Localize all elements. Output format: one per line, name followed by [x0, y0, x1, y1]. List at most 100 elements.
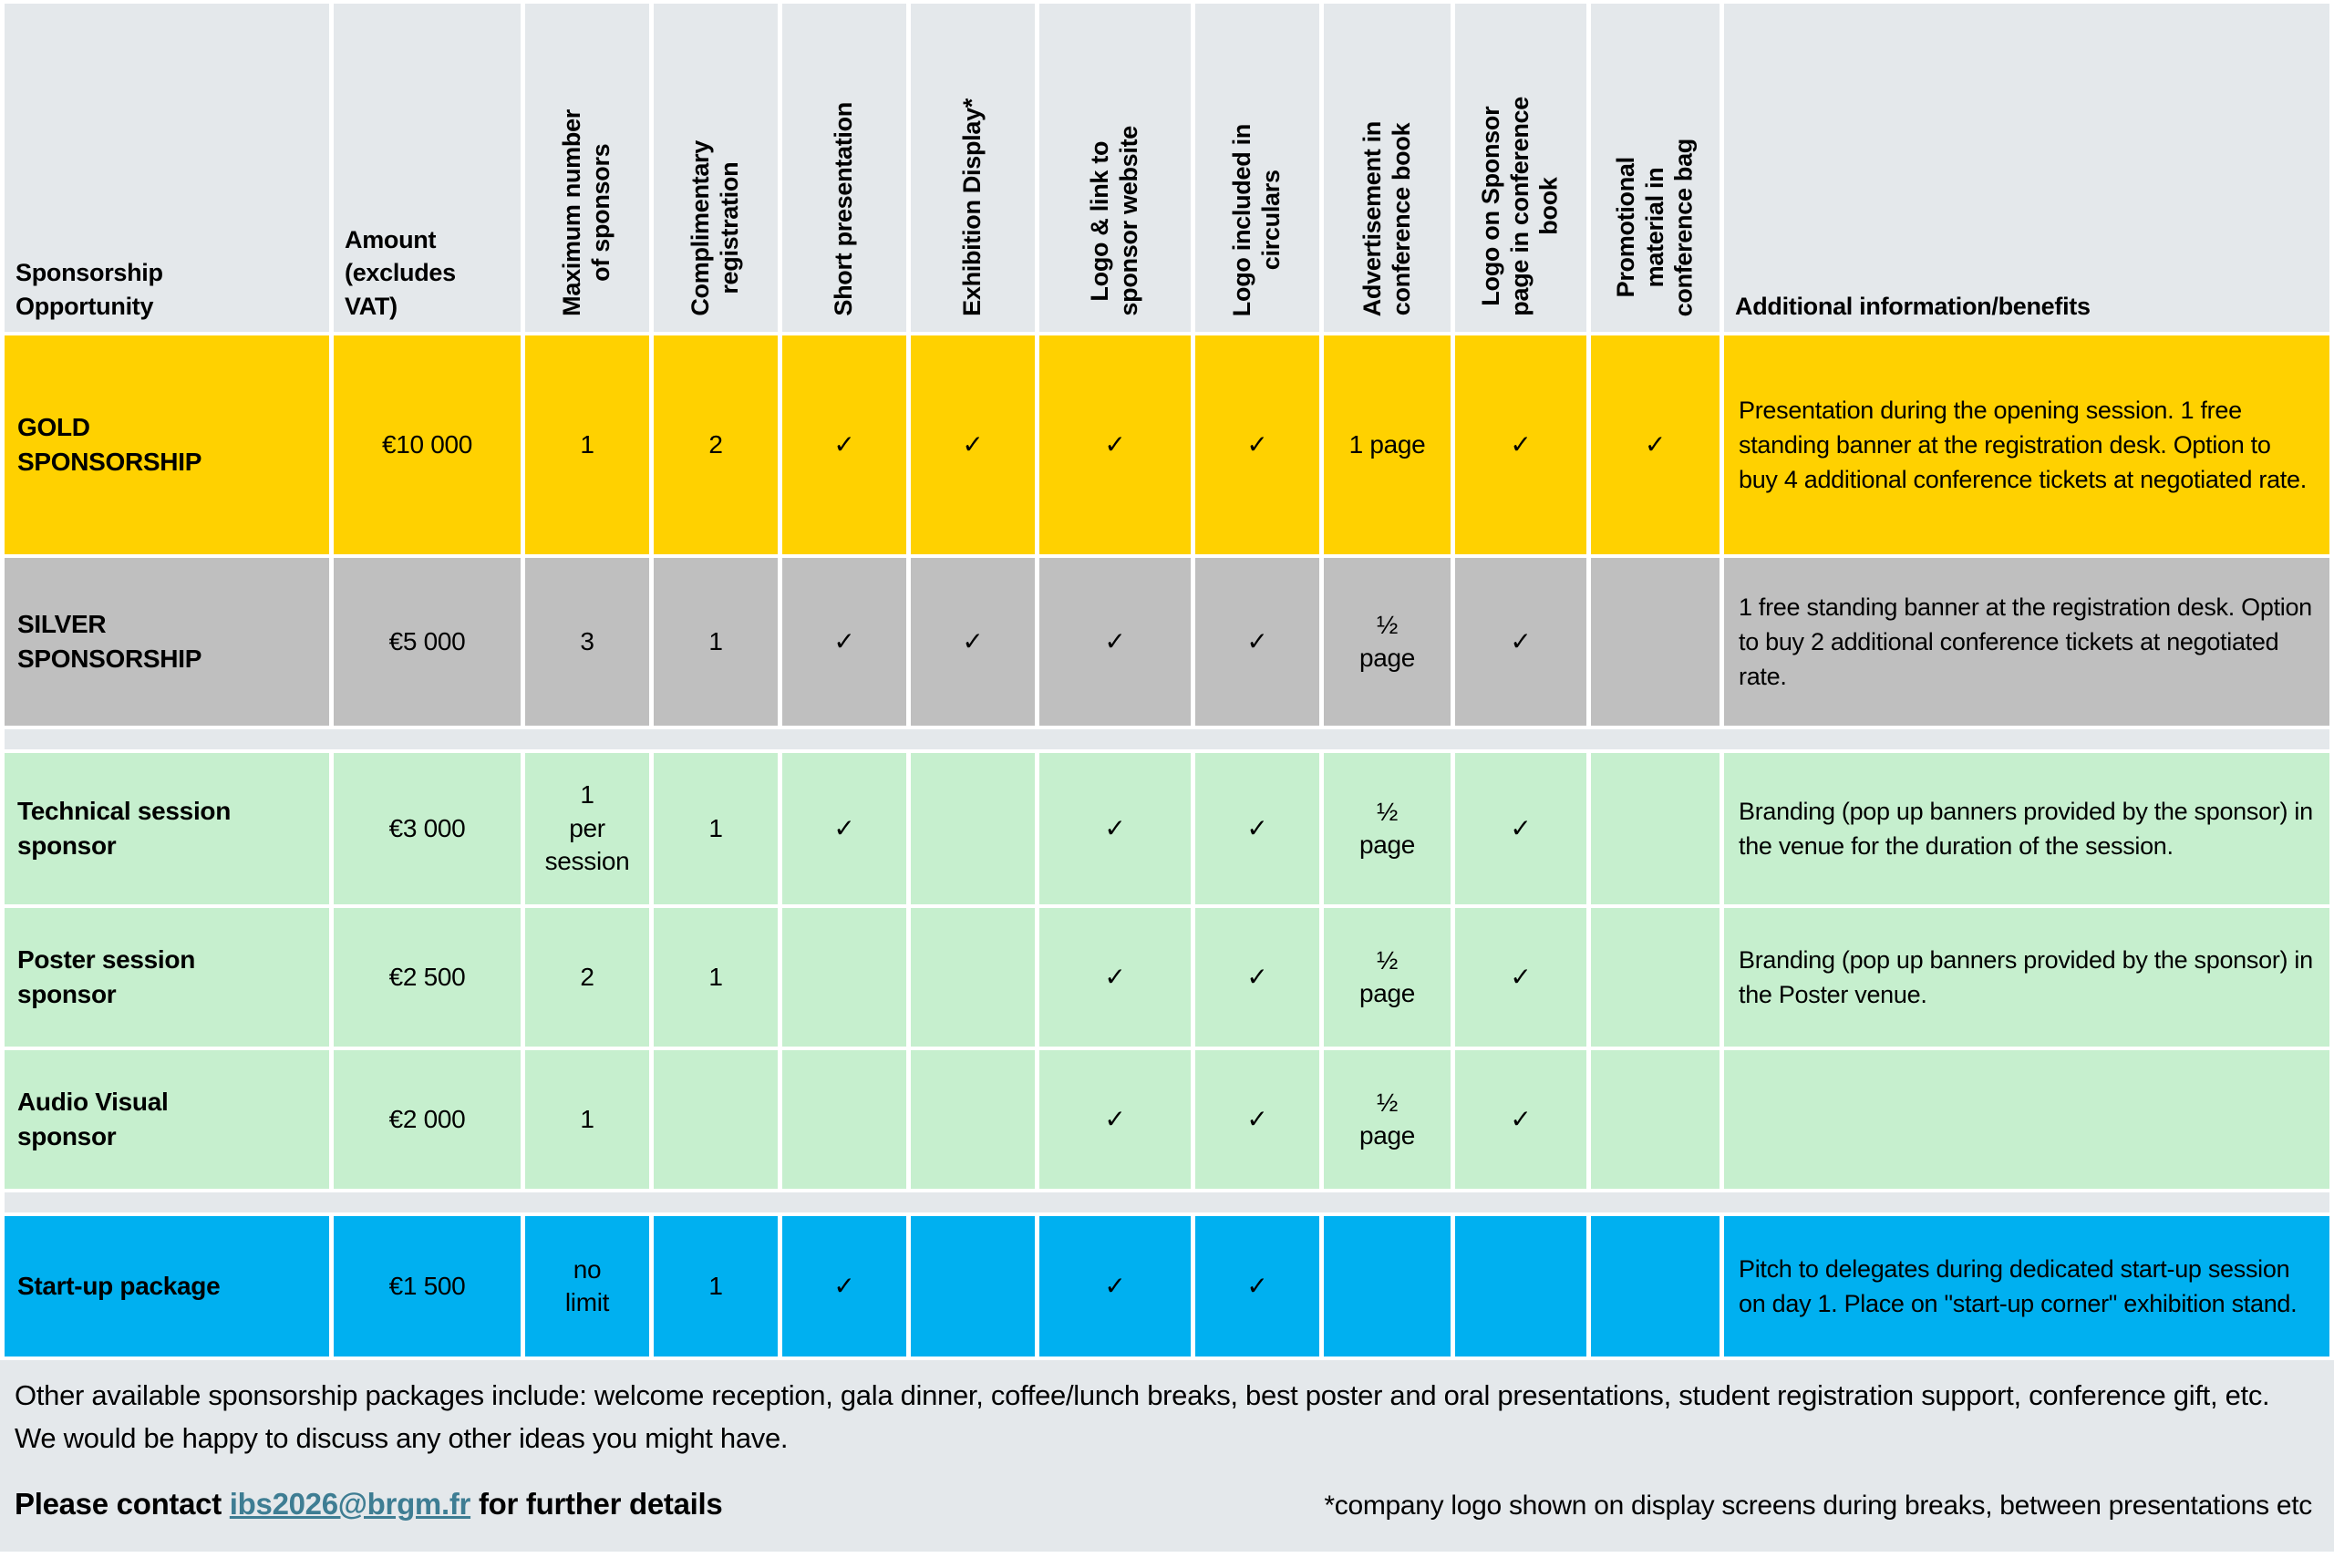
- cell-advertisement: ½ page: [1324, 558, 1451, 726]
- cell-advertisement: ½ page: [1324, 753, 1451, 904]
- contact-line: Please contact ibs2026@brgm.fr for furth…: [15, 1487, 723, 1522]
- cell-row-name: Start-up package: [5, 1216, 329, 1357]
- row-technical-session-sponsor: Technical session sponsor €3 000 1 per s…: [5, 753, 2329, 904]
- row-gold-sponsorship: GOLD SPONSORSHIP €10 000 1 2 ✓ ✓ ✓ ✓ 1 p…: [5, 335, 2329, 554]
- col-header-additional-info: Additional information/benefits: [1724, 4, 2329, 332]
- col-header-logo-link-website: Logo & link to sponsor website: [1039, 4, 1191, 332]
- cell-additional-info: 1 free standing banner at the registrati…: [1724, 558, 2329, 726]
- section-gap-row: [5, 729, 2329, 749]
- cell-row-name: Audio Visual sponsor: [5, 1050, 329, 1189]
- col-header-short-presentation: Short presentation: [782, 4, 906, 332]
- cell-max-sponsors: no limit: [525, 1216, 649, 1357]
- cell-short-presentation: [782, 908, 906, 1047]
- cell-logo-sponsor-page: [1455, 1216, 1586, 1357]
- footer: Other available sponsorship packages inc…: [0, 1360, 2334, 1552]
- cell-logo-link-website: ✓: [1039, 908, 1191, 1047]
- cell-logo-sponsor-page: ✓: [1455, 753, 1586, 904]
- cell-max-sponsors: 3: [525, 558, 649, 726]
- cell-row-name: Technical session sponsor: [5, 753, 329, 904]
- cell-exhibition-display: ✓: [911, 335, 1035, 554]
- cell-short-presentation: ✓: [782, 558, 906, 726]
- cell-amount: €2 500: [334, 908, 521, 1047]
- header-row: Sponsorship Opportunity Amount (excludes…: [5, 4, 2329, 332]
- col-header-max-sponsors: Maximum number of sponsors: [525, 4, 649, 332]
- cell-logo-circulars: ✓: [1195, 1050, 1319, 1189]
- cell-promo-material: [1591, 908, 1720, 1047]
- exhibition-display-label: Exhibition Display*: [958, 98, 986, 316]
- cell-logo-circulars: ✓: [1195, 1216, 1319, 1357]
- cell-additional-info: Branding (pop up banners provided by the…: [1724, 908, 2329, 1047]
- cell-promo-material: [1591, 558, 1720, 726]
- cell-logo-sponsor-page: ✓: [1455, 908, 1586, 1047]
- logo-sponsor-page-label: Logo on Sponsor page in conference book: [1477, 97, 1563, 316]
- cell-promo-material: ✓: [1591, 335, 1720, 554]
- cell-additional-info: Branding (pop up banners provided by the…: [1724, 753, 2329, 904]
- cell-exhibition-display: [911, 1216, 1035, 1357]
- cell-exhibition-display: [911, 753, 1035, 904]
- cell-max-sponsors: 1: [525, 1050, 649, 1189]
- col-header-amount: Amount (excludes VAT): [334, 4, 521, 332]
- cell-row-name: SILVER SPONSORSHIP: [5, 558, 329, 726]
- contact-row: Please contact ibs2026@brgm.fr for furth…: [15, 1487, 2318, 1522]
- sponsorship-table: Sponsorship Opportunity Amount (excludes…: [5, 4, 2329, 1357]
- cell-additional-info: Pitch to delegates during dedicated star…: [1724, 1216, 2329, 1357]
- short-presentation-label: Short presentation: [830, 102, 858, 316]
- cell-logo-link-website: ✓: [1039, 1216, 1191, 1357]
- cell-logo-link-website: ✓: [1039, 753, 1191, 904]
- col-header-exhibition-display: Exhibition Display*: [911, 4, 1035, 332]
- max-sponsors-label: Maximum number of sponsors: [558, 109, 614, 316]
- row-start-up-package: Start-up package €1 500 no limit 1 ✓ ✓ ✓…: [5, 1216, 2329, 1357]
- cell-row-name: Poster session sponsor: [5, 908, 329, 1047]
- cell-additional-info: Presentation during the opening session.…: [1724, 335, 2329, 554]
- cell-exhibition-display: ✓: [911, 558, 1035, 726]
- cell-complimentary-registration: 1: [654, 558, 778, 726]
- cell-advertisement: [1324, 1216, 1451, 1357]
- cell-logo-sponsor-page: ✓: [1455, 335, 1586, 554]
- cell-amount: €1 500: [334, 1216, 521, 1357]
- advertisement-label: Advertisement in conference book: [1358, 120, 1415, 316]
- cell-amount: €2 000: [334, 1050, 521, 1189]
- cell-advertisement: 1 page: [1324, 335, 1451, 554]
- cell-complimentary-registration: 1: [654, 753, 778, 904]
- logo-circulars-label: Logo included in circulars: [1228, 123, 1285, 316]
- cell-max-sponsors: 1 per session: [525, 753, 649, 904]
- col-header-promo-material: Promotional material in conference bag: [1591, 4, 1720, 332]
- col-header-advertisement: Advertisement in conference book: [1324, 4, 1451, 332]
- cell-logo-sponsor-page: ✓: [1455, 558, 1586, 726]
- cell-row-name: GOLD SPONSORSHIP: [5, 335, 329, 554]
- promo-material-label: Promotional material in conference bag: [1611, 138, 1698, 316]
- col-header-sponsorship-opportunity: Sponsorship Opportunity: [5, 4, 329, 332]
- cell-short-presentation: ✓: [782, 335, 906, 554]
- cell-promo-material: [1591, 1216, 1720, 1357]
- cell-additional-info: [1724, 1050, 2329, 1189]
- cell-complimentary-registration: 1: [654, 908, 778, 1047]
- cell-promo-material: [1591, 753, 1720, 904]
- cell-amount: €10 000: [334, 335, 521, 554]
- cell-max-sponsors: 1: [525, 335, 649, 554]
- cell-max-sponsors: 2: [525, 908, 649, 1047]
- contact-email-link[interactable]: ibs2026@brgm.fr: [229, 1487, 471, 1521]
- section-gap: [5, 729, 2329, 749]
- cell-complimentary-registration: 2: [654, 335, 778, 554]
- other-packages-text: Other available sponsorship packages inc…: [15, 1379, 2270, 1454]
- section-gap: [5, 1192, 2329, 1212]
- complimentary-registration-label: Complimentary registration: [687, 140, 743, 316]
- logo-link-website-label: Logo & link to sponsor website: [1086, 126, 1142, 316]
- cell-logo-sponsor-page: ✓: [1455, 1050, 1586, 1189]
- cell-advertisement: ½ page: [1324, 1050, 1451, 1189]
- cell-promo-material: [1591, 1050, 1720, 1189]
- contact-suffix: for further details: [478, 1487, 723, 1521]
- cell-logo-circulars: ✓: [1195, 558, 1319, 726]
- cell-advertisement: ½ page: [1324, 908, 1451, 1047]
- cell-logo-circulars: ✓: [1195, 753, 1319, 904]
- exhibition-display-footnote: *company logo shown on display screens d…: [1324, 1491, 2312, 1521]
- section-gap-row: [5, 1192, 2329, 1212]
- col-header-logo-sponsor-page: Logo on Sponsor page in conference book: [1455, 4, 1586, 332]
- cell-short-presentation: ✓: [782, 753, 906, 904]
- col-header-logo-circulars: Logo included in circulars: [1195, 4, 1319, 332]
- row-silver-sponsorship: SILVER SPONSORSHIP €5 000 3 1 ✓ ✓ ✓ ✓ ½ …: [5, 558, 2329, 726]
- row-poster-session-sponsor: Poster session sponsor €2 500 2 1 ✓ ✓ ½ …: [5, 908, 2329, 1047]
- cell-amount: €5 000: [334, 558, 521, 726]
- cell-logo-circulars: ✓: [1195, 908, 1319, 1047]
